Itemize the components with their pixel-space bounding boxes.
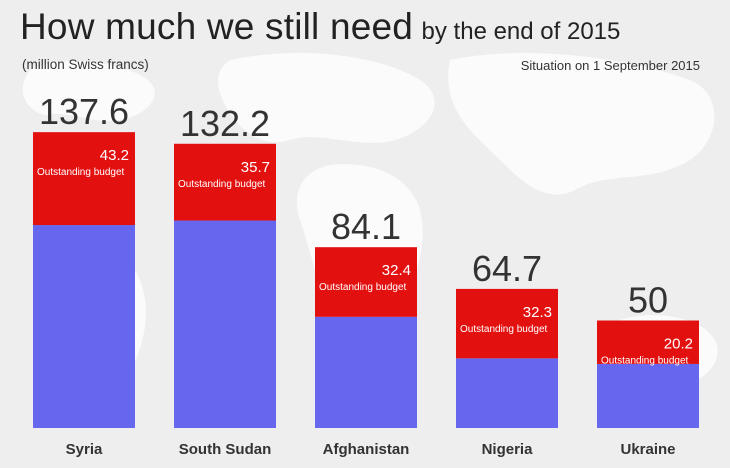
- category-label-4: Ukraine: [620, 441, 675, 458]
- map-landmass: [218, 52, 435, 143]
- outstanding-caption-0: Outstanding budget: [37, 167, 125, 178]
- bar-funded-2: [315, 316, 417, 428]
- bar-funded-4: [597, 363, 699, 428]
- total-label-4: 50: [628, 280, 668, 321]
- category-label-3: Nigeria: [482, 441, 534, 458]
- outstanding-caption-2: Outstanding budget: [319, 282, 407, 293]
- bar-outstanding-4: [597, 320, 699, 364]
- total-label-0: 137.6: [39, 91, 129, 132]
- title-main: How much we still need: [20, 6, 414, 47]
- units-note: (million Swiss francs): [22, 57, 149, 72]
- total-label-3: 64.7: [472, 248, 542, 289]
- outstanding-value-0: 43.2: [100, 147, 129, 164]
- bar-outstanding-2: [315, 247, 417, 317]
- title-subtitle: by the end of 2015: [421, 18, 621, 45]
- outstanding-caption-3: Outstanding budget: [460, 324, 548, 335]
- outstanding-value-4: 20.2: [664, 336, 693, 353]
- category-label-1: South Sudan: [179, 441, 272, 458]
- map-landmass: [448, 52, 715, 195]
- map-landmass: [22, 60, 155, 122]
- bar-outstanding-3: [456, 288, 558, 359]
- total-label-2: 84.1: [331, 206, 401, 247]
- bar-funded-0: [33, 225, 135, 428]
- situation-note: Situation on 1 September 2015: [520, 58, 700, 73]
- outstanding-caption-1: Outstanding budget: [178, 179, 266, 190]
- outstanding-caption-4: Outstanding budget: [601, 356, 689, 367]
- outstanding-value-2: 32.4: [382, 262, 411, 279]
- bar-funded-3: [456, 358, 558, 428]
- bar-outstanding-1: [174, 143, 276, 221]
- outstanding-value-3: 32.3: [523, 304, 552, 321]
- bar-funded-1: [174, 220, 276, 428]
- chart-title: How much we still need by the end of 201…: [20, 6, 620, 48]
- category-label-0: Syria: [66, 441, 103, 458]
- bar-outstanding-0: [33, 132, 135, 226]
- outstanding-value-1: 35.7: [241, 159, 270, 176]
- category-label-2: Afghanistan: [323, 441, 410, 458]
- total-label-1: 132.2: [180, 103, 270, 144]
